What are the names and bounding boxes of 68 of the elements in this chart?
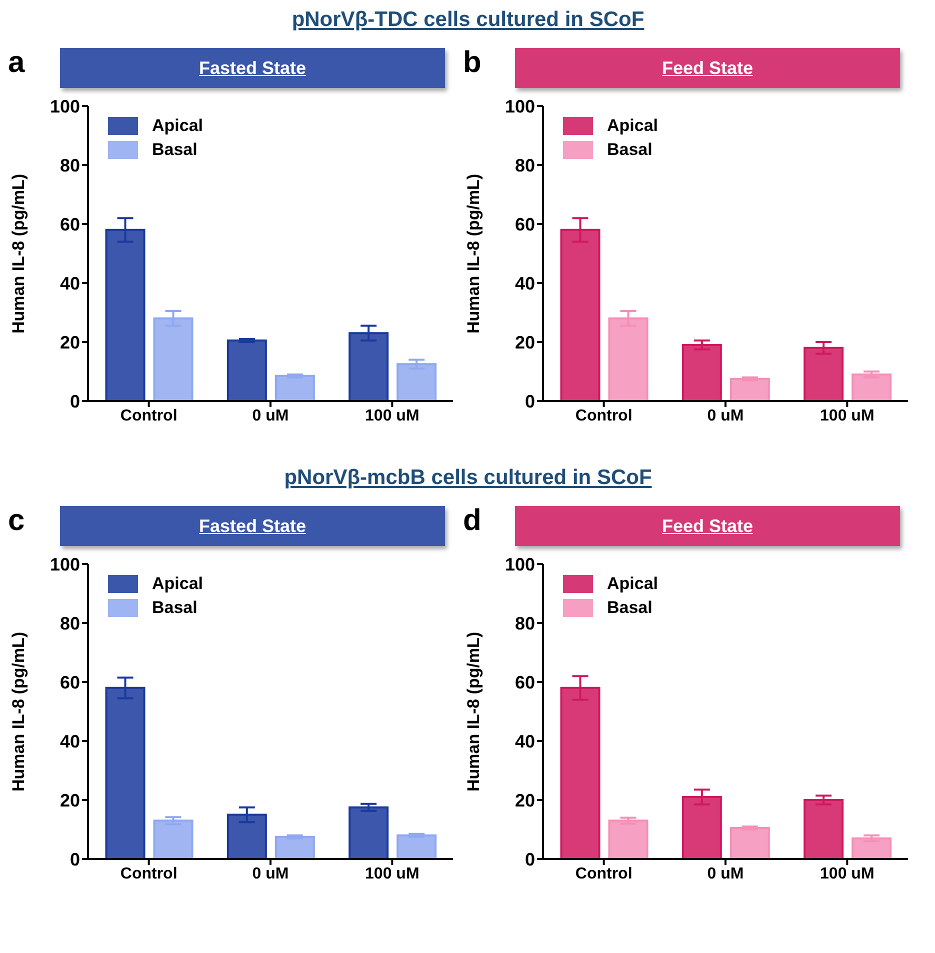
y-axis-title: Human IL-8 (pg/mL) xyxy=(464,174,484,334)
x-tick-label: 0 uM xyxy=(707,865,744,882)
y-tick-label: 0 xyxy=(70,391,80,412)
text: d xyxy=(463,504,482,537)
y-tick-label: 80 xyxy=(514,613,535,634)
bar xyxy=(274,374,315,401)
legend-label: Apical xyxy=(152,574,204,594)
y-tick-label: 40 xyxy=(60,273,80,294)
text: b xyxy=(463,46,482,79)
y-tick-label: 20 xyxy=(60,332,80,352)
y-tick-label: 60 xyxy=(514,672,535,692)
y-tick-label: 0 xyxy=(524,849,535,870)
legend-label: Apical xyxy=(152,116,204,136)
y-tick-label: 60 xyxy=(514,214,535,234)
text: a xyxy=(8,46,25,79)
bar xyxy=(852,373,892,401)
bar xyxy=(226,340,267,401)
x-tick-label: 0 uM xyxy=(252,407,289,424)
bar xyxy=(852,837,892,859)
bar xyxy=(608,820,648,859)
text: c xyxy=(8,504,25,537)
legend-label: Basal xyxy=(607,140,652,160)
x-tick-label: 100 uM xyxy=(365,865,420,882)
y-tick-label: 100 xyxy=(504,554,535,574)
y-axis-title: Human IL-8 (pg/mL) xyxy=(464,632,484,792)
y-tick-label: 40 xyxy=(60,731,80,752)
y-axis-title: Human IL-8 (pg/mL) xyxy=(9,632,28,792)
y-tick-label: 0 xyxy=(70,849,80,870)
bar xyxy=(730,827,770,859)
x-tick-label: 100 uM xyxy=(365,407,420,424)
y-tick-label: 0 xyxy=(524,391,535,412)
legend-label: Apical xyxy=(607,116,658,136)
y-tick-label: 40 xyxy=(514,731,535,752)
legend-label: Basal xyxy=(152,598,198,618)
x-tick-label: Control xyxy=(575,407,632,424)
legend-label: Basal xyxy=(607,598,652,618)
x-tick-label: 100 uM xyxy=(820,407,874,424)
y-tick-label: 20 xyxy=(60,790,80,810)
bar xyxy=(804,799,844,859)
x-tick-label: Control xyxy=(120,865,178,882)
y-tick-label: 100 xyxy=(50,96,80,116)
y-axis-title: Human IL-8 (pg/mL) xyxy=(9,174,28,334)
y-tick-label: 80 xyxy=(514,155,535,176)
y-tick-label: 80 xyxy=(60,155,80,176)
bar xyxy=(682,344,722,401)
chart-subtitle: pNorVβ-TDC cells cultured in SCoF xyxy=(290,8,646,33)
y-tick-label: 60 xyxy=(60,214,80,234)
bar xyxy=(153,820,194,859)
bar xyxy=(730,378,770,401)
x-tick-label: Control xyxy=(120,407,178,424)
y-tick-label: 20 xyxy=(514,332,535,352)
bar xyxy=(396,363,437,401)
x-tick-label: 100 uM xyxy=(820,865,874,882)
y-tick-label: 80 xyxy=(60,613,80,634)
bar xyxy=(396,834,437,859)
legend-label: Basal xyxy=(152,140,198,160)
x-tick-label: Control xyxy=(575,865,632,882)
y-tick-label: 100 xyxy=(50,554,80,574)
y-tick-label: 20 xyxy=(514,790,535,810)
legend-label: Apical xyxy=(607,574,658,594)
x-tick-label: 0 uM xyxy=(252,865,289,882)
x-tick-label: 0 uM xyxy=(707,407,744,424)
y-tick-label: 100 xyxy=(504,96,535,116)
bar xyxy=(348,806,389,859)
y-tick-label: 40 xyxy=(514,273,535,294)
y-tick-label: 60 xyxy=(60,672,80,692)
bar xyxy=(274,836,315,859)
chart-subtitle: pNorVβ-mcbB cells cultured in SCoF xyxy=(283,466,653,491)
